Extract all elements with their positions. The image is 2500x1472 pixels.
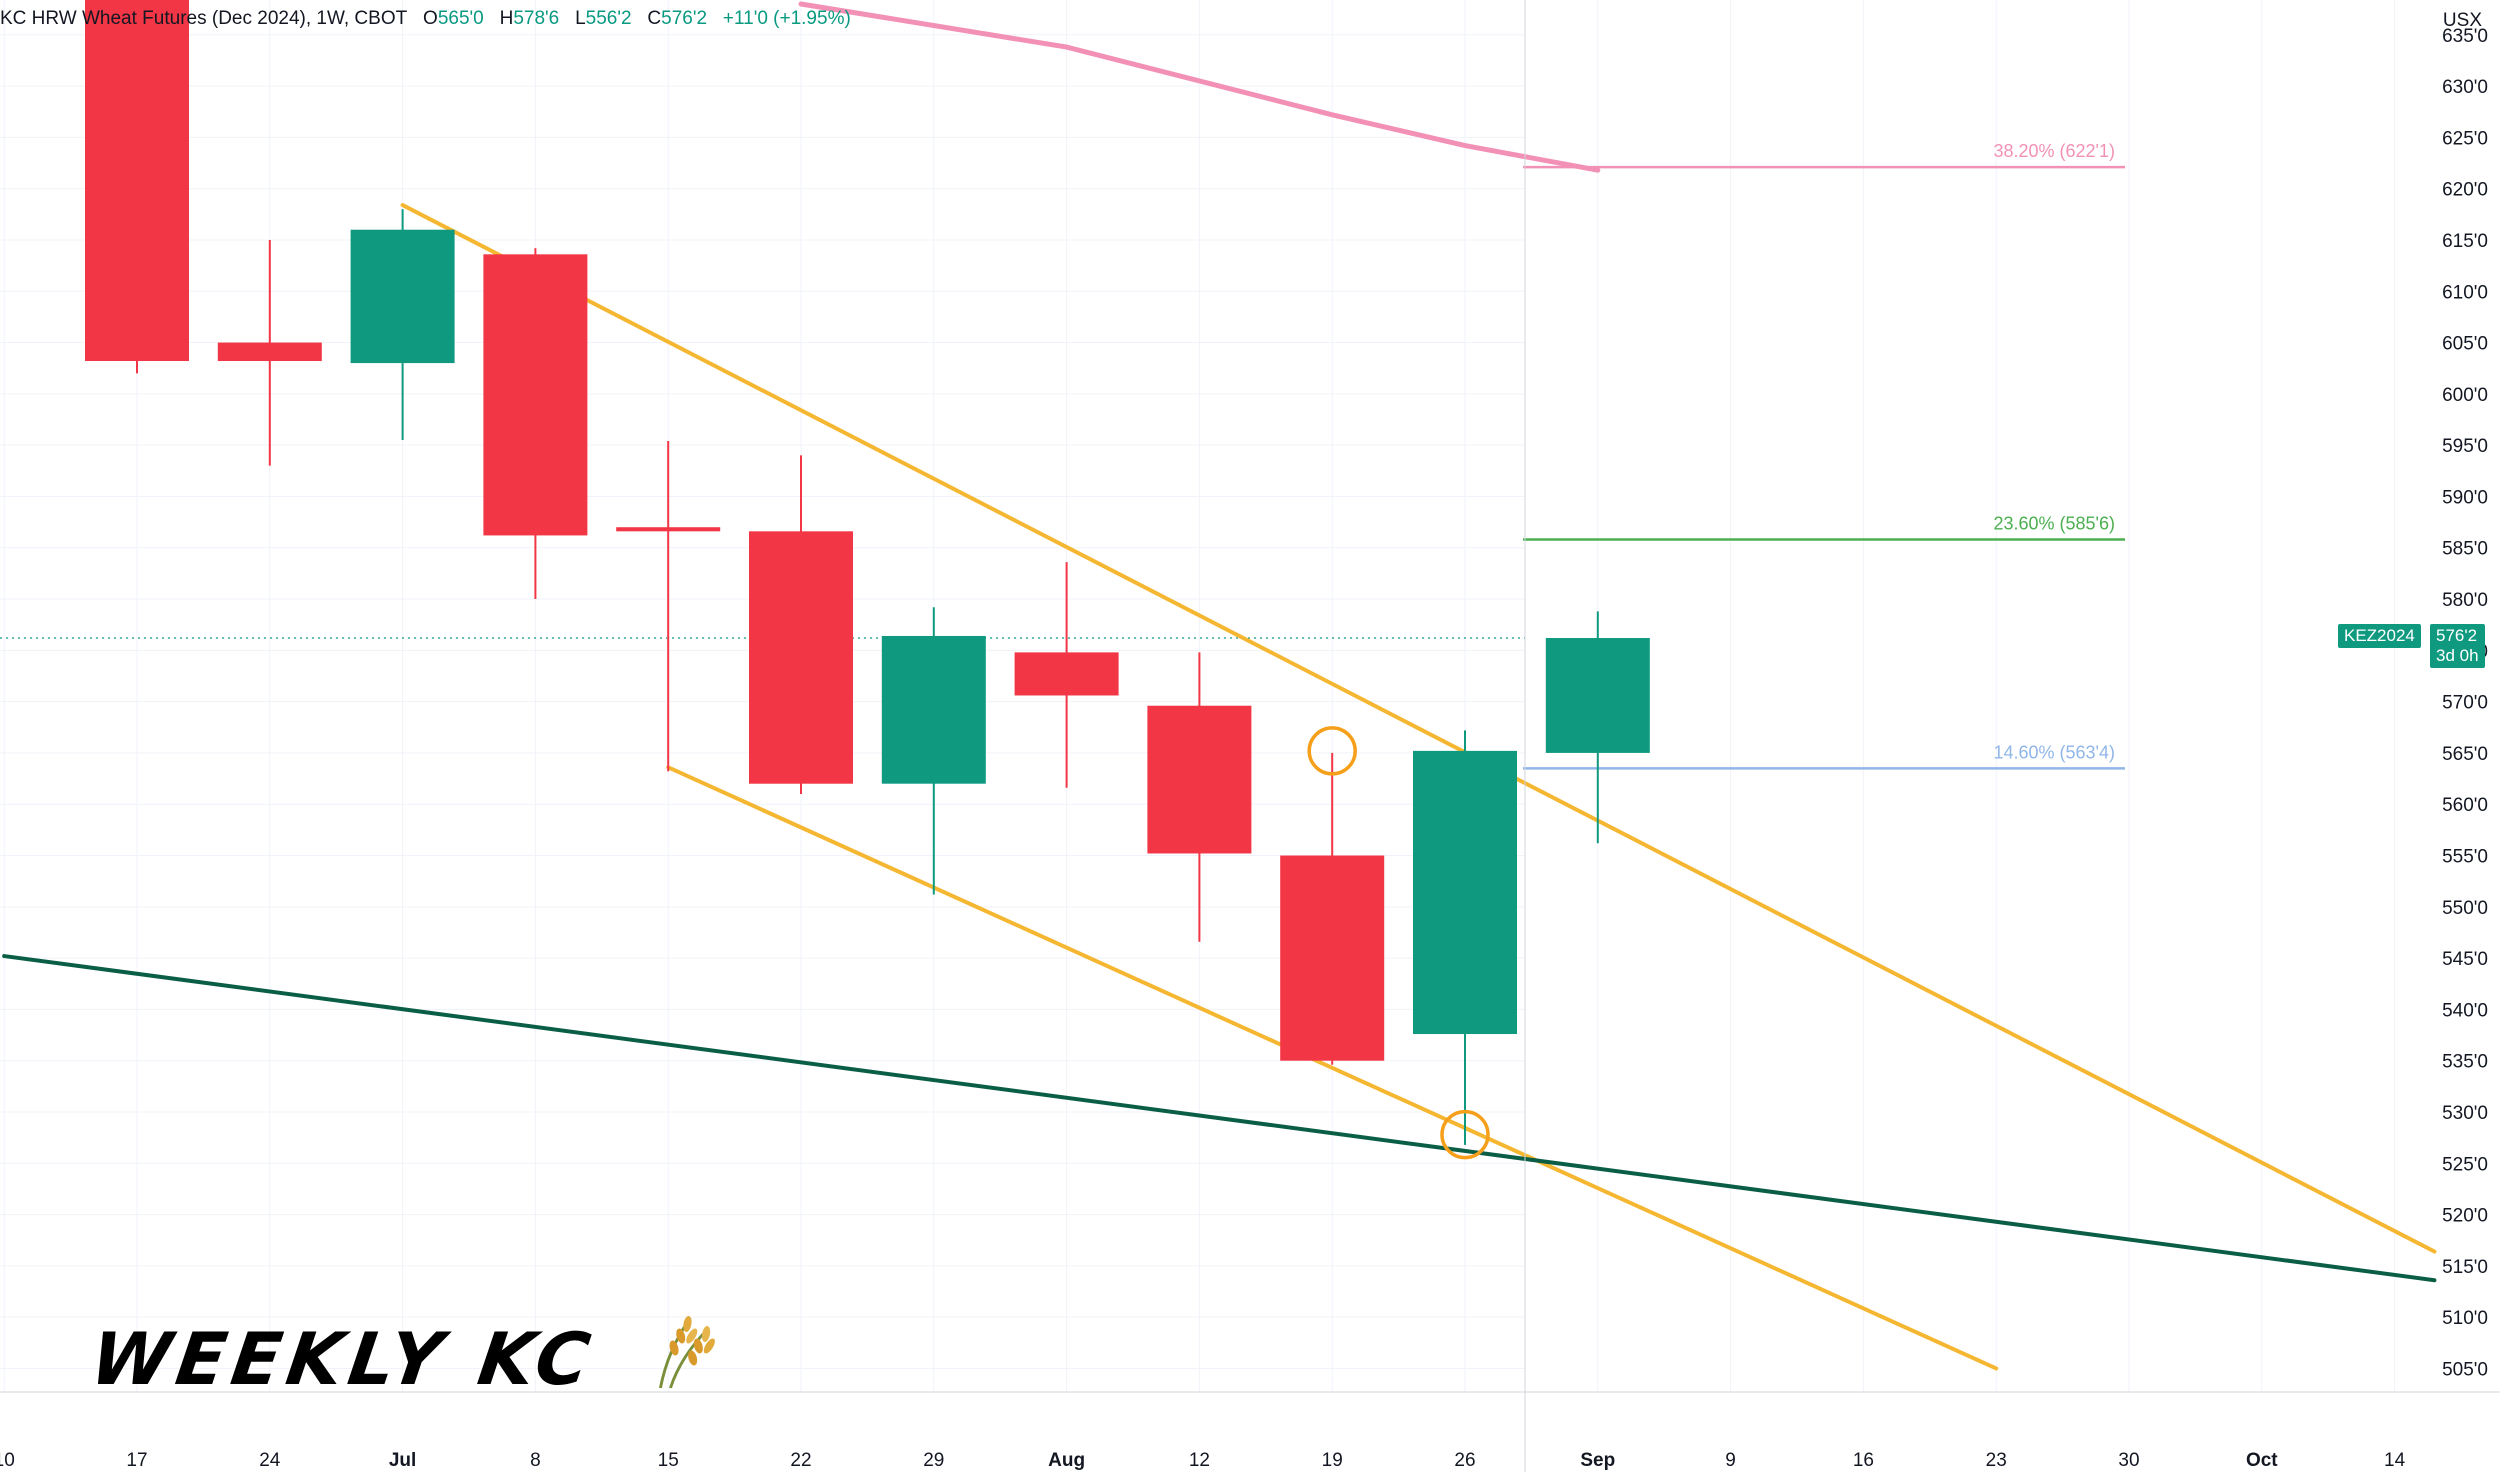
time-tick-label: 22 [790, 1450, 811, 1471]
price-tick-label: 515'0 [2442, 1257, 2488, 1278]
close-label: C [647, 8, 662, 29]
highlight-circle [1307, 726, 1357, 776]
low-value: 556'2 [585, 8, 632, 29]
time-tick-label: 17 [126, 1450, 147, 1471]
symbol-text: KC HRW Wheat Futures (Dec 2024), 1W, CBO… [0, 8, 408, 29]
time-tick-label: 12 [1189, 1450, 1210, 1471]
bearish-candle [749, 531, 853, 784]
symbol-header: KC HRW Wheat Futures (Dec 2024), 1W, CBO… [0, 8, 851, 30]
price-tick-label: 560'0 [2442, 795, 2488, 816]
price-tick-label: 505'0 [2442, 1359, 2488, 1380]
symbol-price-tag: KEZ2024 [2338, 624, 2421, 649]
bearish-candle [1147, 705, 1252, 854]
price-tick-label: 600'0 [2442, 385, 2488, 406]
price-tick-label: 625'0 [2442, 128, 2488, 149]
time-tick-label: Oct [2246, 1450, 2278, 1471]
bullish-candle [1413, 750, 1517, 1035]
bullish-candle [881, 635, 986, 784]
ma-trendline [798, 1, 1601, 173]
time-tick-label: Jul [389, 1450, 416, 1471]
bearish-candle [483, 254, 588, 536]
time-tick-label: 14 [2384, 1450, 2406, 1471]
bar-countdown: 3d 0h [2436, 646, 2479, 666]
price-tick-label: 535'0 [2442, 1052, 2488, 1073]
time-tick-label: Sep [1580, 1450, 1615, 1471]
watermark-text: WEEKLY KC [85, 1317, 601, 1401]
price-tick-label: 580'0 [2442, 590, 2488, 611]
price-tick-label: 565'0 [2442, 744, 2488, 765]
time-tick-label: 8 [530, 1450, 541, 1471]
price-tick-label: 540'0 [2442, 1000, 2488, 1021]
change-value: +11'0 (+1.95%) [722, 8, 851, 29]
bearish-candle [1280, 855, 1385, 1061]
trend-trendline [400, 203, 2437, 1254]
bearish-candle [616, 527, 721, 532]
trend-trendline [666, 765, 1999, 1371]
bearish-candle [217, 342, 322, 362]
time-tick-label: 16 [1853, 1450, 1874, 1471]
close-value: 576'2 [661, 8, 708, 29]
price-tick-label: 530'0 [2442, 1103, 2488, 1124]
price-tick-label: 550'0 [2442, 898, 2488, 919]
fib-level-label: 38.20% (622'1) [1993, 141, 2115, 161]
fib-level-label: 23.60% (585'6) [1993, 514, 2115, 534]
time-tick-label: 10 [0, 1450, 15, 1471]
trendlines: 38.20% (622'1) 23.60% (585'6) 14.60% (563'… [0, 1, 2437, 1371]
fib-level-label: 14.60% (563'4) [1993, 742, 2115, 762]
last-price-tag: 576'2 3d 0h [2430, 624, 2485, 669]
price-tick-label: 630'0 [2442, 77, 2488, 98]
price-tick-label: 545'0 [2442, 949, 2488, 970]
price-tick-label: 525'0 [2442, 1154, 2488, 1175]
time-tick-label: 9 [1725, 1450, 1736, 1471]
bearish-candle [1014, 652, 1119, 696]
price-tick-label: 615'0 [2442, 231, 2488, 252]
time-tick-label: 30 [2118, 1450, 2139, 1471]
time-tick-label: 15 [658, 1450, 679, 1471]
candles [85, 0, 1650, 1145]
price-tick-label: 610'0 [2442, 282, 2488, 303]
time-tick-label: Aug [1048, 1450, 1085, 1471]
wheat-icon [658, 1316, 715, 1389]
watermark: WEEKLY KC [86, 1310, 731, 1401]
price-tick-label: 585'0 [2442, 539, 2488, 560]
high-label: H [499, 8, 514, 29]
chart-grid [0, 0, 2396, 1392]
price-tick-label: 605'0 [2442, 334, 2488, 355]
price-tick-label: 555'0 [2442, 847, 2488, 868]
bullish-candle [350, 229, 455, 364]
currency-unit[interactable]: USX [2442, 10, 2482, 31]
time-tick-label: 29 [923, 1450, 944, 1471]
high-value: 578'6 [513, 8, 560, 29]
last-price-value: 576'2 [2436, 626, 2478, 646]
price-tick-label: 570'0 [2442, 693, 2488, 714]
highlight-circle [1440, 1109, 1490, 1160]
price-tick-label: 510'0 [2442, 1308, 2488, 1329]
price-tick-label: 590'0 [2442, 487, 2488, 508]
time-tick-label: 26 [1454, 1450, 1475, 1471]
price-tick-label: 595'0 [2442, 436, 2488, 457]
open-label: O [423, 8, 438, 29]
low-label: L [575, 8, 586, 29]
time-tick-label: 23 [1986, 1450, 2007, 1471]
time-tick-label: 24 [259, 1450, 281, 1471]
price-tick-label: 635'0 [2442, 26, 2488, 47]
bearish-candle [85, 0, 189, 362]
support-trendline [2, 954, 2437, 1283]
annotations [1307, 726, 1490, 1160]
price-tick-label: 620'0 [2442, 180, 2488, 201]
price-tick-label: 520'0 [2442, 1206, 2488, 1227]
bullish-candle [1545, 638, 1650, 753]
time-tick-label: 19 [1322, 1450, 1343, 1471]
open-value: 565'0 [437, 8, 484, 29]
